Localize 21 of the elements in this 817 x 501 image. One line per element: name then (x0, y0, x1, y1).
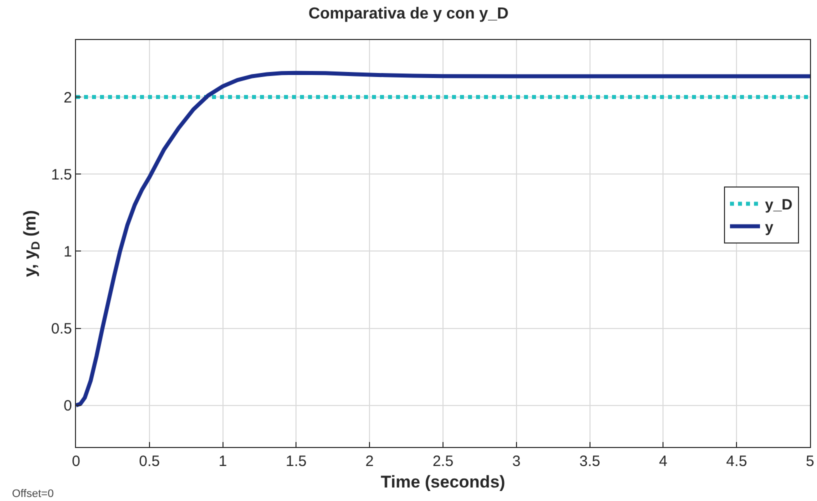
x-tick-label: 4 (659, 453, 668, 470)
x-tick-label: 1 (218, 453, 227, 470)
x-tick-label: 3.5 (579, 453, 600, 470)
x-tick-label: 4.5 (726, 453, 748, 470)
line-series (76, 70, 810, 408)
legend-label: y (764, 219, 774, 236)
text: Offset=0 (12, 488, 54, 500)
x-axis-title: Time (seconds) (380, 472, 506, 492)
x-tick-label: 0.5 (138, 453, 160, 470)
y-tick-label: 0.5 (51, 320, 72, 338)
x-tick-label: 2 (365, 453, 374, 470)
y-tick-label: 1 (64, 243, 72, 260)
chart-title: Comparativa de y con y_D (308, 6, 509, 23)
y-tick-label: 0 (64, 398, 72, 415)
y-tick-label: 2 (64, 89, 72, 106)
x-tick-label: 5 (806, 453, 814, 470)
x-tick-label: 1.5 (286, 453, 307, 470)
x-tick-label: 2.5 (432, 453, 454, 470)
legend-label: y_D (764, 196, 793, 214)
x-tick-label: 3 (512, 453, 521, 470)
y-tick-label: 1.5 (51, 166, 72, 184)
